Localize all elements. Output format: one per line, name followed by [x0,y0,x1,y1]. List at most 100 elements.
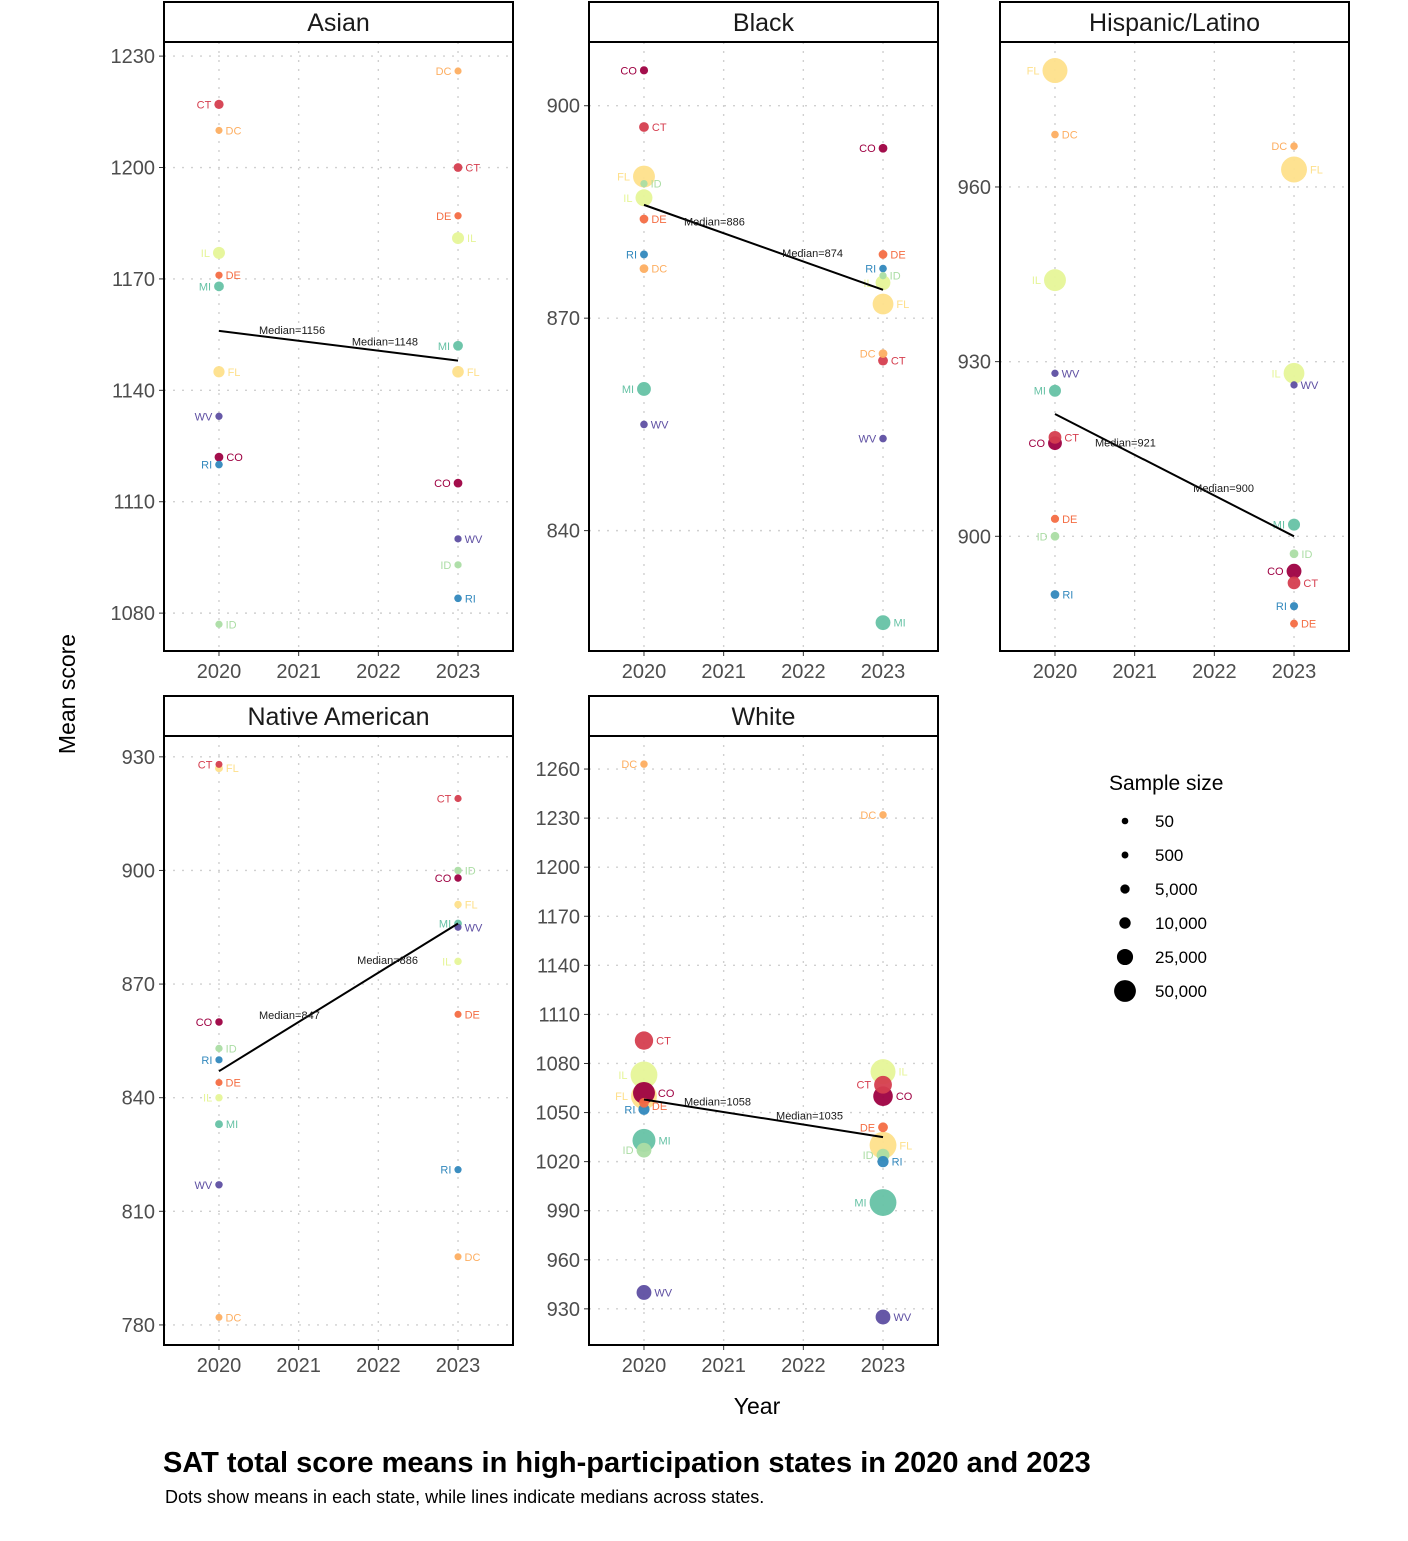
point-label-de: DE [465,1009,480,1021]
median-line [218,922,459,1073]
x-tick-label: 2022 [781,1355,826,1377]
point-label-ri: RI [201,460,212,472]
x-tick-label: 2023 [436,1355,481,1377]
x-tick-label: 2021 [701,1355,746,1377]
point-label-mi: MI [1034,386,1046,398]
legend-size-marker [1121,851,1129,859]
data-point-dc [640,760,648,768]
data-point-mi [1048,384,1061,397]
point-label-de: DE [890,249,905,261]
y-tick-label: 840 [122,1088,155,1110]
facet-strip [999,1,1350,43]
data-point-id [1289,549,1299,559]
point-label-mi: MI [226,1119,238,1131]
data-point-id [640,179,648,188]
legend-size-label: 500 [1155,846,1183,865]
x-tick-label: 2021 [276,661,321,683]
data-point-il [215,1093,223,1102]
data-point-fl [633,165,655,188]
x-tick-label: 2020 [197,661,242,683]
y-tick-label: 1200 [536,857,581,879]
facet-strip [588,695,939,737]
data-point-co [214,452,224,462]
y-tick-label: 930 [547,1299,580,1321]
point-label-ri: RI [440,1165,451,1177]
data-point-de [454,1010,462,1018]
y-tick-label: 840 [547,521,580,543]
data-point-de [454,212,462,220]
point-label-dc: DC [860,349,876,361]
legend-size-marker [1120,884,1130,894]
median-label: Median=874 [782,248,843,260]
panel-native-american: Native American 2020 2021 2022 2023 780 810 840… [122,695,514,1377]
point-label-ri: RI [865,264,876,276]
data-point-id [215,620,223,628]
median-label: Median=1148 [352,336,418,348]
point-label-de: DE [226,270,241,282]
x-tick-label: 2023 [861,1355,906,1377]
data-point-de [1290,619,1298,628]
y-tick-label: 1080 [111,603,156,625]
point-label-ct: CT [656,1036,671,1048]
point-label-co: CO [896,1091,913,1103]
x-tick-label: 2022 [781,661,826,683]
y-tick-label: 930 [122,747,155,769]
point-label-id: ID [1037,531,1048,543]
data-point-id [1050,531,1060,541]
legend-items: 50 500 5,000 10,000 25,000 50,000 [1114,812,1207,1002]
data-point-il [870,1059,896,1085]
data-point-co [1286,563,1302,579]
data-point-mi [214,281,224,292]
point-label-dc: DC [651,264,667,276]
point-label-wv: WV [465,534,483,546]
point-label-de: DE [860,1122,875,1134]
point-label-il: IL [1032,275,1041,287]
point-label-ct: CT [652,122,667,134]
data-point-il [452,232,465,245]
point-label-fl: FL [228,367,241,379]
point-label-co: CO [226,452,243,464]
data-point-wv [636,1285,652,1300]
plot-area [589,42,938,651]
point-label-mi: MI [1273,520,1285,532]
data-point-de [878,1122,888,1133]
data-point-ct [454,794,462,803]
point-label-ri: RI [892,1157,903,1169]
y-tick-label: 1080 [536,1053,581,1075]
x-tick-label: 2022 [1192,661,1237,683]
y-tick-label: 870 [547,308,580,330]
point-label-fl: FL [467,367,480,379]
data-point-dc [454,1253,462,1261]
data-point-dc [639,264,649,273]
point-label-id: ID [440,560,451,572]
data-point-dc [215,1313,223,1321]
point-label-il: IL [1271,368,1280,380]
facet-strip [588,1,939,43]
point-label-il: IL [201,248,210,260]
data-point-il [630,1061,658,1089]
point-label-dc: DC [465,1252,481,1264]
point-label-il: IL [442,956,451,968]
point-label-ct: CT [1064,432,1079,444]
data-point-id [215,1044,223,1053]
point-label-dc: DC [1271,141,1287,153]
panel-border [588,735,939,1346]
y-tick-label: 1200 [111,158,156,180]
y-tick-label: 1050 [536,1103,581,1125]
panel-border [999,41,1350,652]
data-point-co [639,66,649,75]
data-point-co [878,143,888,153]
point-label-id: ID [890,271,901,283]
point-label-id: ID [226,1043,237,1055]
data-point-ri [640,250,648,259]
x-tick-label: 2021 [1112,661,1157,683]
x-tick-label: 2022 [356,1355,401,1377]
panel-white: White 2020 2021 2022 2023 930 960 990 1020 1050 10… [536,695,939,1377]
point-label-id: ID [863,1150,874,1162]
point-label-id: ID [1301,549,1312,561]
point-label-wv: WV [654,1287,672,1299]
data-point-fl [213,366,225,378]
data-point-wv [640,420,648,429]
data-point-il [1044,269,1066,292]
point-label-ri: RI [465,593,476,605]
